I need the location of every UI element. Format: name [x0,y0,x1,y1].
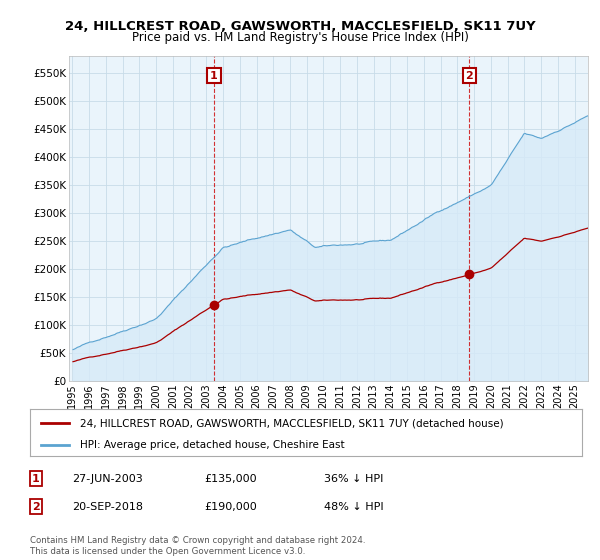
Text: 2: 2 [466,71,473,81]
Text: HPI: Average price, detached house, Cheshire East: HPI: Average price, detached house, Ches… [80,440,344,450]
Text: 1: 1 [32,474,40,484]
Text: 20-SEP-2018: 20-SEP-2018 [72,502,143,512]
Text: 48% ↓ HPI: 48% ↓ HPI [324,502,383,512]
Text: £190,000: £190,000 [204,502,257,512]
Text: Price paid vs. HM Land Registry's House Price Index (HPI): Price paid vs. HM Land Registry's House … [131,31,469,44]
Text: Contains HM Land Registry data © Crown copyright and database right 2024.
This d: Contains HM Land Registry data © Crown c… [30,536,365,556]
Text: £135,000: £135,000 [204,474,257,484]
Text: 24, HILLCREST ROAD, GAWSWORTH, MACCLESFIELD, SK11 7UY (detached house): 24, HILLCREST ROAD, GAWSWORTH, MACCLESFI… [80,418,503,428]
Text: 1: 1 [210,71,218,81]
Text: 36% ↓ HPI: 36% ↓ HPI [324,474,383,484]
Text: 27-JUN-2003: 27-JUN-2003 [72,474,143,484]
Text: 24, HILLCREST ROAD, GAWSWORTH, MACCLESFIELD, SK11 7UY: 24, HILLCREST ROAD, GAWSWORTH, MACCLESFI… [65,20,535,32]
Text: 2: 2 [32,502,40,512]
